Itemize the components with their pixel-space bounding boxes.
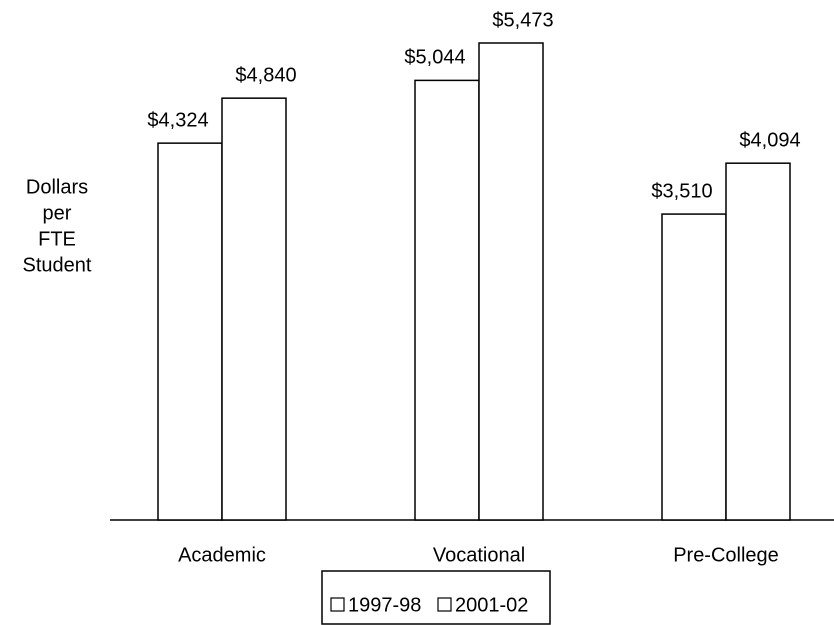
y-axis-label: Student (23, 254, 92, 276)
legend-label: 1997-98 (348, 594, 421, 616)
data-label: $3,510 (651, 180, 712, 202)
y-axis-label: per (43, 202, 72, 224)
legend-swatch (330, 597, 345, 612)
data-label: $5,473 (492, 9, 553, 31)
bar (414, 79, 480, 521)
data-label: $5,044 (404, 47, 465, 69)
legend-swatch (437, 597, 452, 612)
bar (157, 142, 223, 521)
data-label: $4,094 (739, 129, 800, 151)
bar (661, 213, 727, 521)
x-tick-label: Academic (178, 544, 266, 566)
legend-box (321, 570, 551, 625)
data-label: $4,840 (235, 64, 296, 86)
data-label: $4,324 (147, 109, 208, 131)
y-axis-label: FTE (38, 228, 76, 250)
x-tick-label: Pre-College (673, 544, 779, 566)
legend-label: 2001-02 (455, 594, 528, 616)
bar (725, 162, 791, 521)
bar (221, 97, 287, 521)
y-axis-label: Dollars (26, 176, 88, 198)
bar (478, 42, 544, 521)
x-tick-label: Vocational (433, 544, 525, 566)
